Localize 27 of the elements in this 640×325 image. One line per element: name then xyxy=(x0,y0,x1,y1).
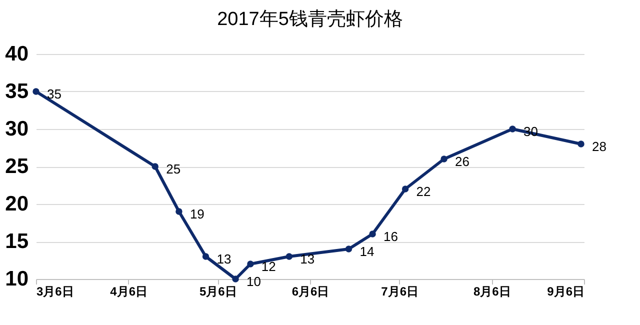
data-label: 12 xyxy=(261,259,276,274)
y-tick-label: 25 xyxy=(5,155,29,178)
x-tick-label: 5月6日 xyxy=(199,284,237,298)
data-label: 10 xyxy=(246,274,262,289)
data-label: 14 xyxy=(360,244,374,259)
y-tick-label: 20 xyxy=(5,192,28,216)
x-tick-label: 7月6日 xyxy=(381,284,419,298)
x-tick-label: 4月6日 xyxy=(110,284,148,298)
y-tick-label: 30 xyxy=(5,118,28,140)
data-label: 22 xyxy=(416,184,431,199)
y-tick-label: 35 xyxy=(5,80,29,103)
y-tick-label: 10 xyxy=(5,268,28,290)
chart-title: 2017年5钱青壳虾价格 xyxy=(217,9,403,30)
y-tick-label: 15 xyxy=(5,230,29,253)
x-tick-label: 9月6日 xyxy=(547,284,584,298)
data-label: 19 xyxy=(190,206,204,222)
data-label: 26 xyxy=(455,154,470,169)
x-tick-label: 3月6日 xyxy=(36,284,74,298)
data-label: 35 xyxy=(47,86,62,102)
data-label: 25 xyxy=(166,162,181,176)
y-tick-label: 40 xyxy=(5,42,28,66)
x-tick-label: 8月6日 xyxy=(473,284,511,298)
data-label: 16 xyxy=(384,229,398,244)
data-label: 13 xyxy=(216,252,232,266)
x-tick-label: 6月6日 xyxy=(292,284,330,298)
data-label: 13 xyxy=(300,252,315,266)
data-label: 28 xyxy=(592,139,606,154)
